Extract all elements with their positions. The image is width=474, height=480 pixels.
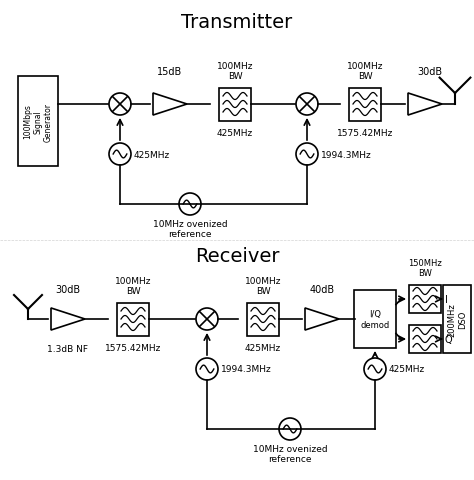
Text: 100MHz
BW: 100MHz BW [217,61,253,81]
Text: 1994.3MHz: 1994.3MHz [221,365,272,374]
Text: I: I [445,294,448,304]
Text: 10MHz ovenized
reference: 10MHz ovenized reference [153,219,228,239]
Text: 425MHz: 425MHz [134,150,170,159]
Text: 200MHz
DSO: 200MHz DSO [447,302,467,336]
Bar [18,77,58,167]
Bar [219,88,251,121]
Text: 10MHz ovenized
reference: 10MHz ovenized reference [253,444,328,463]
Text: 100MHz
BW: 100MHz BW [245,276,281,295]
Bar [247,303,279,336]
Bar [409,325,441,353]
Bar [117,303,149,336]
Text: 1575.42MHz: 1575.42MHz [105,343,161,352]
Text: 30dB: 30dB [418,67,443,77]
Bar [349,88,381,121]
Text: 30dB: 30dB [55,285,81,294]
Text: 100MHz
BW: 100MHz BW [115,276,151,295]
Text: Receiver: Receiver [195,246,279,265]
Text: 1.3dB NF: 1.3dB NF [47,344,89,353]
Text: 425MHz: 425MHz [245,343,281,352]
Text: Transmitter: Transmitter [182,13,292,33]
Text: Q: Q [445,334,453,344]
Text: I/Q
demod: I/Q demod [360,310,390,329]
Text: 1575.42MHz: 1575.42MHz [337,129,393,138]
Bar [409,286,441,313]
Text: 425MHz: 425MHz [389,365,425,374]
Text: 100MHz
BW: 100MHz BW [347,61,383,81]
Text: 150MHz
BW: 150MHz BW [408,258,442,277]
Text: 100Mbps
Signal
Generator: 100Mbps Signal Generator [23,102,53,141]
Bar [443,286,471,353]
Text: 1994.3MHz: 1994.3MHz [321,150,372,159]
Text: 15dB: 15dB [157,67,182,77]
Text: 425MHz: 425MHz [217,129,253,138]
Bar [354,290,396,348]
Text: 40dB: 40dB [310,285,335,294]
